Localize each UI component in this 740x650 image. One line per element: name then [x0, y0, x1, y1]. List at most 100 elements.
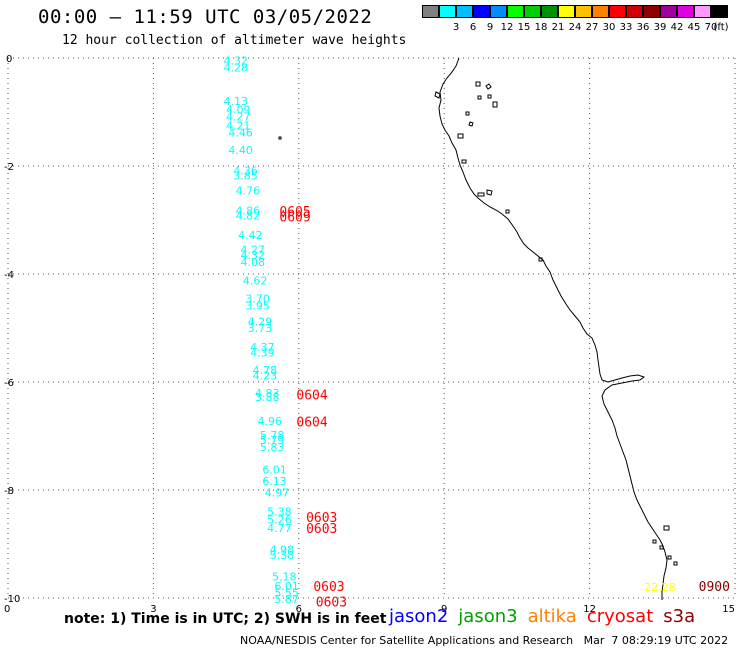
legend-entry-altika: altika: [527, 606, 577, 627]
wave-height-value: 4.83: [255, 387, 280, 400]
x-tick-label: 0: [4, 604, 10, 615]
satellite-legend: jason2 jason3 altika cryosat s3a: [389, 606, 705, 627]
color-scale-label: 33: [619, 22, 633, 33]
y-tick-label: -10: [4, 594, 20, 605]
wave-height-value: 4.13: [224, 95, 249, 108]
page-subtitle: 12 hour collection of altimeter wave hei…: [62, 33, 407, 48]
color-scale-label: 42: [670, 22, 684, 33]
wave-height-value: 4.37: [250, 341, 275, 354]
wave-height-value: 4.39: [250, 346, 275, 359]
satellite-pass-time: 0604: [296, 389, 327, 404]
wave-height-value: 4.98: [270, 543, 295, 556]
x-tick-label: 12: [583, 604, 596, 615]
color-scale-label: 12: [500, 22, 514, 33]
legend-entry-jason3: jason3: [458, 606, 518, 627]
legend-entry-jason2: jason2: [389, 606, 449, 627]
satellite-pass-time: 0900: [699, 580, 730, 595]
color-scale-label: 27: [585, 22, 599, 33]
wave-height-value: 3.73: [248, 322, 273, 335]
coastline-path: [438, 57, 668, 600]
color-scale-swatch: [575, 5, 592, 18]
color-scale-label: 30: [602, 22, 616, 33]
color-scale-swatch: [439, 5, 456, 18]
color-scale-label: 3: [452, 22, 460, 33]
color-scale-label: 6: [469, 22, 477, 33]
map-grid: [7, 57, 736, 599]
y-tick-label: -6: [4, 378, 14, 389]
credit-footer: NOAA/NESDIS Center for Satellite Applica…: [240, 634, 729, 647]
wave-height-value: 4.40: [228, 144, 253, 157]
color-scale-label: 9: [486, 22, 494, 33]
wave-height-value: 5.83: [260, 441, 285, 454]
x-tick-label: 15: [722, 604, 735, 615]
wave-height-labels: 4.324.284.134.094.274.214.464.404.363.85…: [224, 55, 676, 606]
wave-height-value: 5.79: [260, 434, 285, 447]
wave-height-value: 5.38: [270, 549, 295, 562]
x-tick-label: 3: [150, 604, 156, 615]
wave-height-value: 5.78: [260, 429, 285, 442]
wave-height-value: 4.86: [236, 204, 261, 217]
y-tick-label: -2: [4, 162, 14, 173]
wave-height-value: 4.21: [226, 120, 251, 133]
wave-height-value: 4.82: [236, 210, 261, 223]
wave-height-value: 4.76: [236, 184, 261, 197]
color-scale-swatch: [558, 5, 575, 18]
y-tick-label: 0: [6, 54, 12, 65]
wave-height-value: 4.97: [265, 487, 290, 500]
color-scale-swatch: [456, 5, 473, 18]
coastline-islands: [278, 81, 678, 566]
color-scale-label: 45: [687, 22, 701, 33]
wave-height-value: 5.18: [272, 570, 297, 583]
wave-height-value: 5.26: [267, 514, 292, 527]
color-scale-swatch: [507, 5, 524, 18]
color-scale-swatch: [473, 5, 490, 18]
wave-height-value: 3.70: [245, 292, 270, 305]
wave-height-value: 3.95: [245, 299, 270, 312]
wave-height-value: 4.32: [241, 249, 266, 262]
color-scale-label: 21: [551, 22, 565, 33]
color-scale-swatch: [694, 5, 711, 18]
page-title: 00:00 — 11:59 UTC 03/05/2022: [38, 6, 373, 28]
wave-height-value: 4.08: [241, 256, 266, 269]
legend-entry-cryosat: cryosat: [586, 606, 654, 627]
wave-height-value: 5.55: [274, 587, 299, 600]
satellite-pass-time: 0603: [316, 595, 347, 610]
color-scale-swatch: [490, 5, 507, 18]
satellite-pass-time: 0603: [306, 522, 337, 537]
color-scale-label: 18: [534, 22, 548, 33]
y-tick-label: -4: [4, 270, 14, 281]
wave-height-value: 22.28: [644, 581, 676, 594]
wave-height-value: 4.78: [253, 364, 278, 377]
wave-height-value: 4.46: [228, 127, 253, 140]
x-tick-label: 6: [296, 604, 302, 615]
wave-height-value: 3.85: [233, 170, 258, 183]
color-scale-label: 36: [636, 22, 650, 33]
color-scale-swatch: [609, 5, 626, 18]
color-scale-swatch: [677, 5, 694, 18]
wave-height-value: 4.77: [267, 522, 292, 535]
wave-height-value: 6.01: [262, 463, 287, 476]
satellite-pass-time: 0603: [313, 580, 344, 595]
color-scale-swatch: [660, 5, 677, 18]
color-scale-label: 39: [653, 22, 667, 33]
coastline: [278, 57, 678, 600]
color-scale-swatch: [592, 5, 609, 18]
color-scale-label: 70: [704, 22, 718, 33]
color-scale-swatch: [711, 5, 728, 18]
wave-height-value: 5.87: [274, 593, 299, 606]
wave-height-value: 4.96: [257, 415, 282, 428]
wave-height-value: 6.01: [274, 580, 299, 593]
x-tick-label: 9: [441, 604, 447, 615]
wave-height-value: 6.13: [262, 475, 287, 488]
color-scale-swatch: [643, 5, 660, 18]
wave-height-value: 4.23: [253, 370, 278, 383]
satellite-pass-time: 0603: [306, 511, 337, 526]
color-scale-swatch: [524, 5, 541, 18]
satellite-pass-time: 0605: [279, 205, 310, 220]
wave-height-value: 4.42: [238, 229, 263, 242]
wave-height-value: 4.27: [241, 244, 266, 257]
color-scale-swatch: [541, 5, 558, 18]
color-scale-swatch: [422, 5, 439, 18]
wave-height-value: 3.88: [255, 391, 280, 404]
